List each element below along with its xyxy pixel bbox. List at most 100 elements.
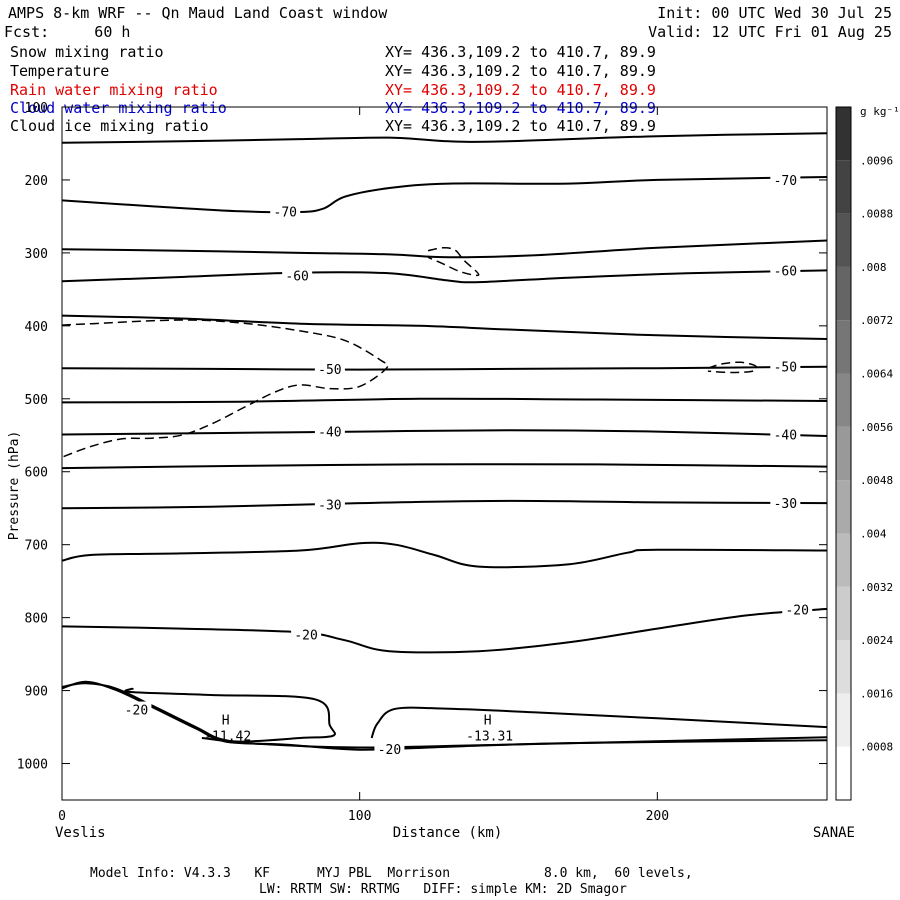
isotherm-11 xyxy=(62,607,827,654)
colorbar-cell-11 xyxy=(836,160,851,214)
colorbar-label-1: .0016 xyxy=(860,687,893,700)
isotherm-label-11: -20 xyxy=(294,628,317,643)
isotherm-10 xyxy=(62,541,827,569)
colorbar-cell-5 xyxy=(836,480,851,534)
colorbar-cell-12 xyxy=(836,107,851,161)
axes-layer: 1002003004005006007008009001000Pressure … xyxy=(7,101,855,841)
field-rain-xy: XY= 436.3,109.2 to 410.7, 89.9 xyxy=(385,81,656,99)
field-cloudwater-xy: XY= 436.3,109.2 to 410.7, 89.9 xyxy=(385,99,656,117)
x-end-right-label: SANAE xyxy=(813,825,855,841)
colorbar-cell-6 xyxy=(836,426,851,481)
isotherm-label-9: -30 xyxy=(318,499,341,514)
plot-frame xyxy=(61,106,828,801)
isotherm-label-12-bg xyxy=(121,701,152,718)
field-temperature-name: Temperature xyxy=(10,62,110,80)
colorbar-cell-0 xyxy=(836,746,851,800)
isotherm-label-b-5-bg xyxy=(770,358,801,375)
isotherm-1 xyxy=(62,176,827,214)
colorbar: .0008 .0016 .0024 .0032 .004 .0048 .0056 .0064.… xyxy=(835,105,900,801)
isotherm-5 xyxy=(62,365,827,371)
closed-contour-0 xyxy=(124,687,336,743)
y-tick-label-700: 700 xyxy=(25,539,48,554)
colorbar-label-8: .0072 xyxy=(860,314,893,327)
model-info: Model Info: V4.3.3 KF MYJ PBL Morrison 8… xyxy=(90,866,693,881)
colorbar-label-0: .0008 xyxy=(860,741,893,754)
isotherm-label-b-3-bg xyxy=(770,262,801,279)
isotherm-label-3-bg xyxy=(282,267,313,284)
isotherm-4 xyxy=(62,314,827,340)
y-axis-label: Pressure (hPa) xyxy=(7,431,22,541)
x-tick-label-200: 200 xyxy=(646,809,669,824)
isotherm-label-b-9-bg xyxy=(770,495,801,512)
colorbar-label-7: .0064 xyxy=(860,368,893,381)
isotherm-label-11-bg xyxy=(291,626,322,643)
closed-contour-1 xyxy=(370,706,827,739)
isotherm-label-9-bg xyxy=(314,496,345,513)
field-cloudice-name: Cloud ice mixing ratio xyxy=(10,117,209,135)
label-layer: -70 -70 -60 -60 -50 -50 -40 -40 -30 -30 -20 -20 -20 -… xyxy=(121,171,813,758)
high-marker-0: H xyxy=(222,714,230,729)
x-tick-label-100: 100 xyxy=(348,809,371,824)
isotherm-label-7-bg xyxy=(314,423,345,440)
colorbar-cell-9 xyxy=(836,266,851,321)
snow-contour-2 xyxy=(707,361,758,374)
colorbar-label-5: .0048 xyxy=(860,474,893,487)
field-rain-name: Rain water mixing ratio xyxy=(10,81,218,99)
colorbar-cell-4 xyxy=(836,533,851,587)
isotherm-label-b-3: -60 xyxy=(774,264,797,279)
y-tick-label-800: 800 xyxy=(25,612,48,627)
isotherm-8 xyxy=(62,463,827,470)
colorbar-cell-8 xyxy=(836,320,851,374)
isotherm-label-1: -70 xyxy=(274,205,297,220)
isotherm-label-b-11: -20 xyxy=(785,604,808,619)
y-tick-label-200: 200 xyxy=(25,174,48,189)
isotherm-label-b-7: -40 xyxy=(774,429,797,444)
isotherm-0 xyxy=(62,132,827,144)
isotherm-3 xyxy=(62,269,827,284)
isotherm-label-13: -20 xyxy=(378,743,401,758)
chart-title: AMPS 8-km WRF -- Qn Maud Land Coast wind… xyxy=(8,4,388,22)
y-tick-label-100: 100 xyxy=(25,101,48,116)
colorbar-cell-1 xyxy=(836,693,851,747)
y-tick-label-600: 600 xyxy=(25,466,48,481)
contour-layer xyxy=(62,132,827,751)
x-axis-label: Distance (km) xyxy=(393,825,503,841)
field-cloudwater-name: Cloud water mixing ratio xyxy=(10,99,227,117)
colorbar-label-4: .004 xyxy=(860,527,887,540)
x-tick-label-0: 0 xyxy=(58,809,66,824)
y-tick-label-400: 400 xyxy=(25,320,48,335)
colorbar-label-11: .0096 xyxy=(860,154,893,167)
colorbar-label-9: .008 xyxy=(860,261,887,274)
high-marker-1: H xyxy=(484,714,492,729)
isotherm-7 xyxy=(62,429,827,437)
colorbar-cell-10 xyxy=(836,213,851,267)
isotherm-label-b-7-bg xyxy=(770,426,801,443)
x-end-left-label: Veslis xyxy=(55,825,106,841)
snow-contour-1 xyxy=(427,247,480,277)
isotherm-label-7: -40 xyxy=(318,426,341,441)
valid-time: Valid: 12 UTC Fri 01 Aug 25 xyxy=(648,23,892,41)
high-value-1: -13.31 xyxy=(466,730,513,745)
forecast-hour: Fcst: 60 h xyxy=(4,23,131,41)
y-tick-label-500: 500 xyxy=(25,393,48,408)
field-temperature-xy: XY= 436.3,109.2 to 410.7, 89.9 xyxy=(385,62,656,80)
colorbar-cell-3 xyxy=(836,586,851,641)
isotherm-label-3: -60 xyxy=(285,270,308,285)
model-physics: LW: RRTM SW: RRTMG DIFF: simple KM: 2D S… xyxy=(259,882,627,897)
isotherm-label-b-1: -70 xyxy=(774,174,797,189)
isotherm-label-12: -20 xyxy=(125,704,148,719)
colorbar-label-6: .0056 xyxy=(860,421,893,434)
isotherm-label-13-bg xyxy=(374,740,405,757)
isotherm-label-1-bg xyxy=(270,203,301,220)
isotherm-9 xyxy=(62,499,827,510)
colorbar-label-10: .0088 xyxy=(860,208,893,221)
high-value-0: -11.42 xyxy=(204,730,251,745)
isotherm-label-b-9: -30 xyxy=(774,497,797,512)
init-time: Init: 00 UTC Wed 30 Jul 25 xyxy=(657,4,892,22)
y-tick-label-300: 300 xyxy=(25,247,48,262)
isotherm-6 xyxy=(62,397,827,404)
isotherm-label-5-bg xyxy=(314,360,345,377)
snow-contour-0 xyxy=(62,319,389,458)
colorbar-cell-7 xyxy=(836,373,851,427)
